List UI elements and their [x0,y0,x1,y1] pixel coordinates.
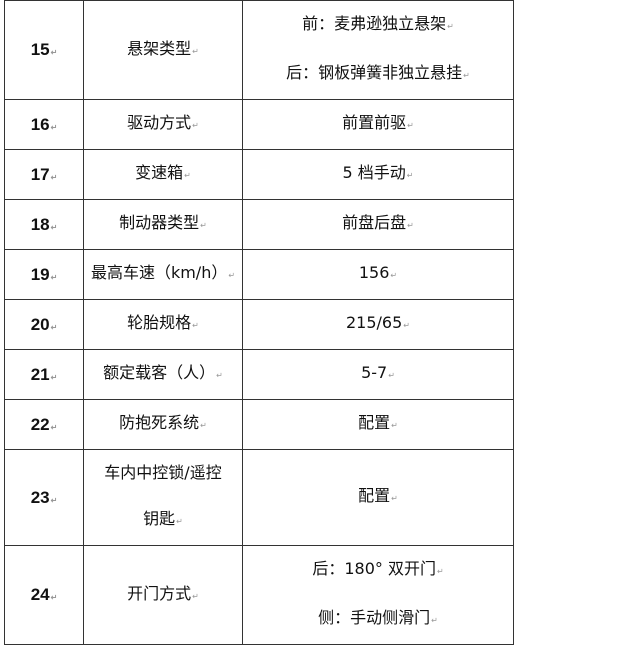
row-number-text: 24 [31,585,58,604]
item-name-line: 防抱死系统 [84,400,242,449]
item-name: 制动器类型 [83,199,243,250]
item-name-line: 开门方式 [84,571,242,620]
row-number: 18 [4,199,84,250]
item-value-line: 侧：手动侧滑门 [243,595,513,644]
item-value-line: 5 档手动 [243,150,513,199]
row-number: 19 [4,249,84,300]
row-number-text: 23 [31,488,58,507]
item-name: 防抱死系统 [83,399,243,450]
item-value-line: 后：180° 双开门 [243,546,513,595]
item-name-line: 最高车速（km/h） [84,250,242,299]
row-number-text: 16 [31,115,58,134]
row-number: 16 [4,99,84,150]
row-number: 20 [4,299,84,350]
item-name-line: 额定载客（人） [84,350,242,399]
item-name-line: 车内中控锁/遥控 [104,463,222,482]
row-number-text: 15 [31,40,58,59]
item-value: 5 档手动 [242,149,514,200]
spec-table: 15 悬架类型前：麦弗逊独立悬架后：钢板弹簧非独立悬挂 16 驱动方式前置前驱 17 变速… [4,0,514,645]
item-value: 5-7 [242,349,514,400]
row-number-text: 22 [31,415,58,434]
item-name: 驱动方式 [83,99,243,150]
item-value-line: 配置 [243,473,513,522]
item-value-line: 前：麦弗逊独立悬架 [243,1,513,50]
item-name: 变速箱 [83,149,243,200]
item-value: 后：180° 双开门侧：手动侧滑门 [242,545,514,645]
row-number-text: 20 [31,315,58,334]
table-row: 18 制动器类型前盘后盘 [4,199,514,250]
item-name-line: 驱动方式 [84,100,242,149]
item-name: 悬架类型 [83,0,243,100]
table-row: 16 驱动方式前置前驱 [4,99,514,150]
table-row: 22 防抱死系统配置 [4,399,514,450]
item-value: 前置前驱 [242,99,514,150]
item-value-line: 5-7 [243,350,513,399]
item-value-line: 156 [243,250,513,299]
item-value: 156 [242,249,514,300]
table-row: 23 车内中控锁/遥控钥匙配置 [4,449,514,546]
item-value-line: 215/65 [243,300,513,349]
row-number-text: 17 [31,165,58,184]
row-number: 21 [4,349,84,400]
item-value: 前盘后盘 [242,199,514,250]
table-row: 24 开门方式后：180° 双开门侧：手动侧滑门 [4,545,514,645]
item-name: 额定载客（人） [83,349,243,400]
item-value-line: 前盘后盘 [243,200,513,249]
table-row: 19 最高车速（km/h）156 [4,249,514,300]
item-value: 配置 [242,399,514,450]
item-name-line: 轮胎规格 [84,300,242,349]
item-name: 最高车速（km/h） [83,249,243,300]
item-name-line: 制动器类型 [84,200,242,249]
item-name: 轮胎规格 [83,299,243,350]
item-name: 开门方式 [83,545,243,645]
item-name-line: 悬架类型 [84,26,242,75]
row-number-text: 19 [31,265,58,284]
table-row: 20 轮胎规格215/65 [4,299,514,350]
item-name: 车内中控锁/遥控钥匙 [83,449,243,546]
row-number-text: 21 [31,365,58,384]
row-number-text: 18 [31,215,58,234]
item-name-line: 变速箱 [84,150,242,199]
item-value-line: 前置前驱 [243,100,513,149]
item-value: 配置 [242,449,514,546]
item-value-line: 后：钢板弹簧非独立悬挂 [243,50,513,99]
row-number: 24 [4,545,84,645]
table-row: 15 悬架类型前：麦弗逊独立悬架后：钢板弹簧非独立悬挂 [4,0,514,100]
item-value-line: 配置 [243,400,513,449]
item-name-line: 钥匙 [84,496,242,545]
row-number: 22 [4,399,84,450]
row-number: 15 [4,0,84,100]
item-value: 前：麦弗逊独立悬架后：钢板弹簧非独立悬挂 [242,0,514,100]
item-value: 215/65 [242,299,514,350]
table-row: 17 变速箱5 档手动 [4,149,514,200]
row-number: 17 [4,149,84,200]
row-number: 23 [4,449,84,546]
table-row: 21 额定载客（人）5-7 [4,349,514,400]
